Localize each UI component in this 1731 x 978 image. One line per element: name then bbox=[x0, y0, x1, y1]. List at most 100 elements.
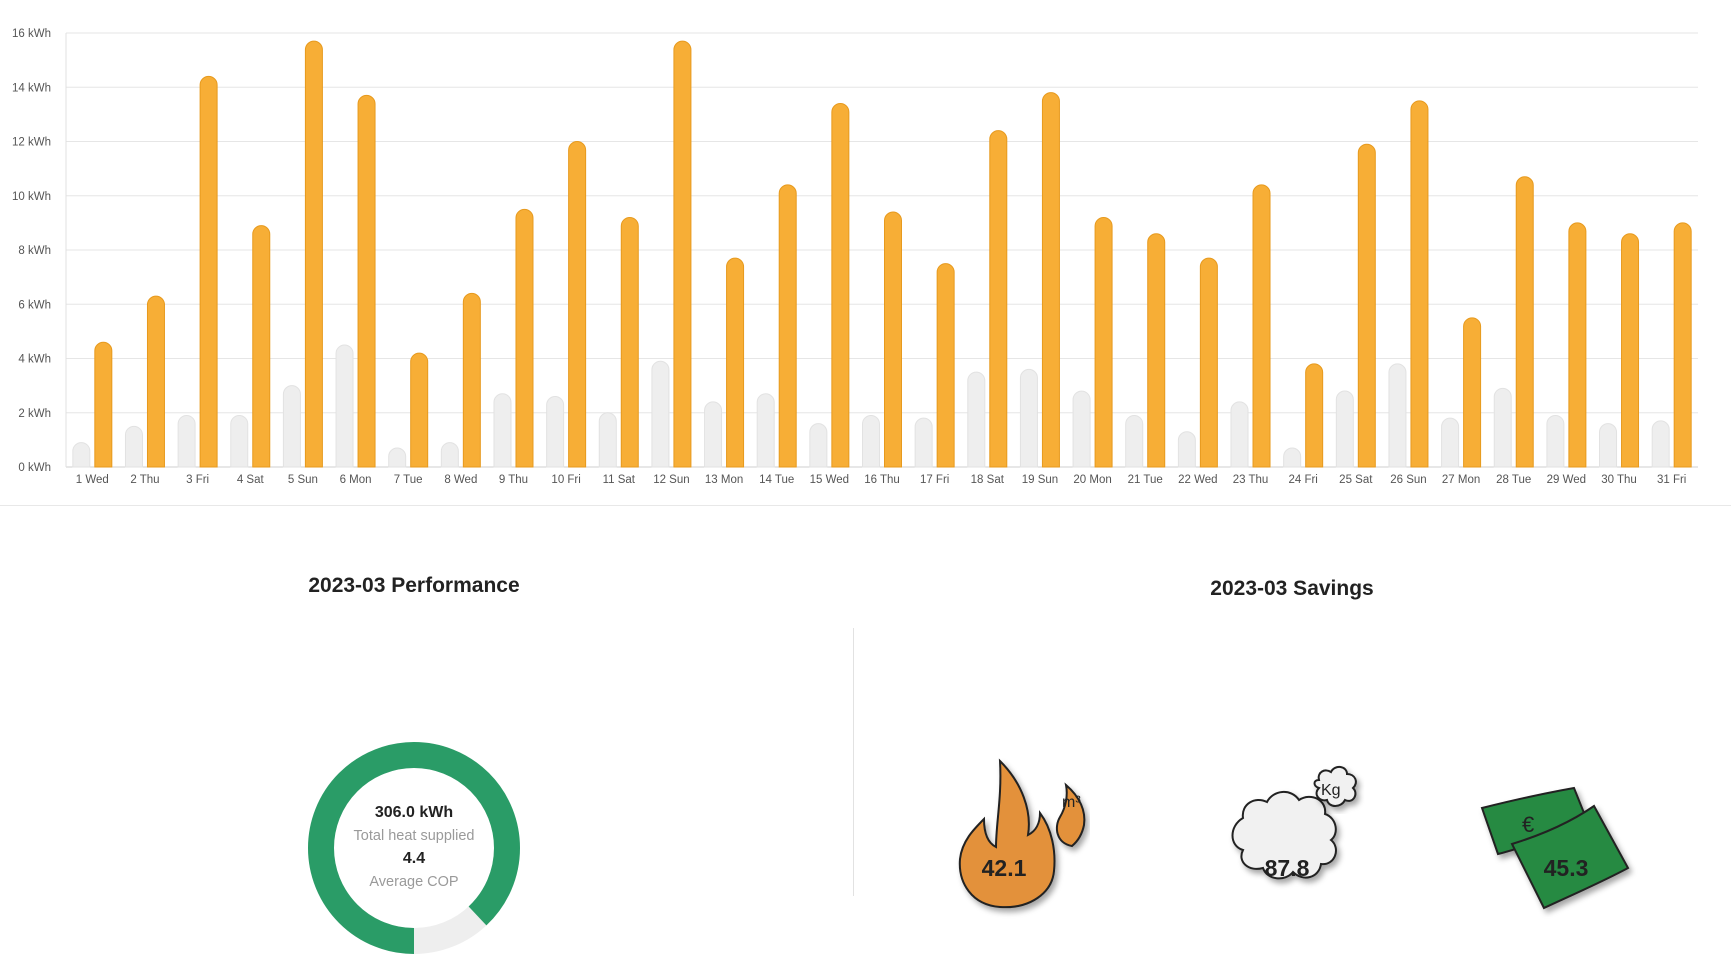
bar-electricity[interactable] bbox=[914, 417, 933, 468]
bar-heat-supplied[interactable] bbox=[515, 208, 534, 468]
bar-electricity[interactable] bbox=[1546, 415, 1565, 468]
bar-heat-supplied[interactable] bbox=[304, 40, 323, 468]
bar-heat-supplied[interactable] bbox=[462, 292, 481, 468]
bar-electricity[interactable] bbox=[1493, 387, 1512, 468]
bar-heat-supplied[interactable] bbox=[1515, 176, 1534, 468]
bar-electricity[interactable] bbox=[72, 442, 91, 468]
average-cop-value: 4.4 bbox=[402, 850, 426, 867]
x-tick-label: 27 Mon bbox=[1442, 474, 1480, 486]
bar-electricity[interactable] bbox=[704, 401, 723, 468]
x-tick-label: 15 Wed bbox=[810, 474, 849, 486]
bar-electricity[interactable] bbox=[335, 344, 354, 468]
x-tick-label: 3 Fri bbox=[186, 474, 209, 486]
bar-heat-supplied[interactable] bbox=[1568, 222, 1587, 468]
bar-heat-supplied[interactable] bbox=[989, 130, 1008, 468]
bar-electricity[interactable] bbox=[282, 385, 301, 468]
bar-heat-supplied[interactable] bbox=[568, 141, 587, 468]
performance-title: 2023-03 Performance bbox=[308, 574, 520, 597]
bar-heat-supplied[interactable] bbox=[1621, 233, 1640, 468]
bar-electricity[interactable] bbox=[493, 393, 512, 468]
euro-symbol: € bbox=[1522, 812, 1534, 837]
bar-heat-supplied[interactable] bbox=[252, 225, 271, 468]
total-heat-label: Total heat supplied bbox=[353, 828, 475, 844]
bar-electricity[interactable] bbox=[230, 415, 249, 468]
gas-unit-label: m³ bbox=[1062, 794, 1081, 811]
bar-electricity[interactable] bbox=[1388, 363, 1407, 468]
x-tick-label: 17 Fri bbox=[920, 474, 949, 486]
x-tick-label: 29 Wed bbox=[1547, 474, 1586, 486]
bar-heat-supplied[interactable] bbox=[1357, 143, 1376, 468]
bar-heat-supplied[interactable] bbox=[1094, 217, 1113, 468]
bar-electricity[interactable] bbox=[809, 423, 828, 468]
x-tick-label: 2 Thu bbox=[130, 474, 159, 486]
bar-heat-supplied[interactable] bbox=[410, 352, 429, 468]
x-tick-label: 25 Sat bbox=[1339, 474, 1373, 486]
cop-donut-chart bbox=[306, 740, 522, 956]
bar-heat-supplied[interactable] bbox=[1463, 317, 1482, 468]
bar-electricity[interactable] bbox=[440, 442, 459, 468]
co2-saving-value: 87.8 bbox=[1264, 855, 1310, 881]
co2-saving: Kg 87.8 bbox=[1215, 758, 1375, 918]
bar-heat-supplied[interactable] bbox=[1305, 363, 1324, 468]
bar-electricity[interactable] bbox=[756, 393, 775, 468]
bar-heat-supplied[interactable] bbox=[146, 295, 165, 468]
bar-electricity[interactable] bbox=[598, 412, 617, 468]
daily-energy-chart: 0 kWh 2 kWh 4 kWh 6 kWh 8 kWh 10 kWh 12 kWh 14 … bbox=[12, 28, 1698, 486]
bar-heat-supplied[interactable] bbox=[199, 75, 218, 468]
x-tick-label: 30 Thu bbox=[1601, 474, 1637, 486]
bar-heat-supplied[interactable] bbox=[778, 184, 797, 468]
bar-electricity[interactable] bbox=[388, 447, 407, 468]
y-tick-label: 8 kWh bbox=[18, 245, 51, 257]
bar-heat-supplied[interactable] bbox=[936, 263, 955, 468]
y-tick-label: 4 kWh bbox=[18, 354, 51, 366]
y-tick-label: 6 kWh bbox=[18, 299, 51, 311]
bar-electricity[interactable] bbox=[546, 396, 565, 468]
donut-fill bbox=[308, 742, 520, 954]
x-tick-label: 1 Wed bbox=[76, 474, 109, 486]
bar-heat-supplied[interactable] bbox=[620, 217, 639, 468]
bar-chart-svg: 0 kWh 2 kWh 4 kWh 6 kWh 8 kWh 10 kWh 12 kWh 14 … bbox=[12, 28, 1698, 486]
bar-electricity[interactable] bbox=[124, 425, 143, 468]
y-tick-label: 0 kWh bbox=[18, 462, 51, 474]
x-tick-label: 12 Sun bbox=[653, 474, 689, 486]
bar-electricity[interactable] bbox=[1441, 417, 1460, 468]
x-tick-label: 5 Sun bbox=[288, 474, 318, 486]
bar-heat-supplied[interactable] bbox=[673, 40, 692, 468]
money-saving-value: 45.3 bbox=[1543, 855, 1589, 881]
average-cop-label: Average COP bbox=[369, 874, 459, 890]
x-tick-label: 8 Wed bbox=[444, 474, 477, 486]
bar-electricity[interactable] bbox=[1125, 415, 1144, 468]
flame-icon: m³ bbox=[958, 758, 1086, 909]
bar-heat-supplied[interactable] bbox=[726, 257, 745, 468]
bar-electricity[interactable] bbox=[1283, 447, 1302, 468]
x-tick-label: 11 Sat bbox=[603, 474, 636, 486]
bar-heat-supplied[interactable] bbox=[884, 211, 902, 468]
bar-heat-supplied[interactable] bbox=[1199, 257, 1218, 468]
bar-electricity[interactable] bbox=[1230, 401, 1249, 468]
bar-electricity[interactable] bbox=[967, 371, 986, 468]
bar-heat-supplied[interactable] bbox=[1147, 233, 1166, 468]
bar-electricity[interactable] bbox=[177, 415, 196, 468]
bar-electricity[interactable] bbox=[1072, 390, 1091, 468]
y-tick-label: 10 kWh bbox=[12, 191, 51, 203]
x-tick-label: 31 Fri bbox=[1657, 474, 1686, 486]
bar-electricity[interactable] bbox=[1335, 390, 1354, 468]
bar-heat-supplied[interactable] bbox=[94, 341, 113, 468]
y-tick-label: 14 kWh bbox=[12, 82, 51, 94]
x-tick-label: 22 Wed bbox=[1178, 474, 1217, 486]
bar-heat-supplied[interactable] bbox=[357, 94, 376, 468]
bar-heat-supplied[interactable] bbox=[1252, 184, 1271, 468]
bar-electricity[interactable] bbox=[1177, 431, 1196, 468]
donut-center-text: 306.0 kWh Total heat supplied 4.4 Averag… bbox=[306, 740, 522, 956]
bar-electricity[interactable] bbox=[862, 415, 880, 468]
bar-electricity[interactable] bbox=[1651, 420, 1670, 468]
bar-electricity[interactable] bbox=[651, 360, 670, 468]
bar-electricity[interactable] bbox=[1019, 368, 1038, 468]
gas-saving: m³ 42.1 bbox=[950, 755, 1110, 915]
bar-heat-supplied[interactable] bbox=[1041, 92, 1060, 468]
x-tick-label: 18 Sat bbox=[971, 474, 1005, 486]
bar-heat-supplied[interactable] bbox=[831, 103, 850, 468]
bar-heat-supplied[interactable] bbox=[1673, 222, 1692, 468]
bar-electricity[interactable] bbox=[1599, 423, 1618, 468]
bar-heat-supplied[interactable] bbox=[1410, 100, 1429, 468]
